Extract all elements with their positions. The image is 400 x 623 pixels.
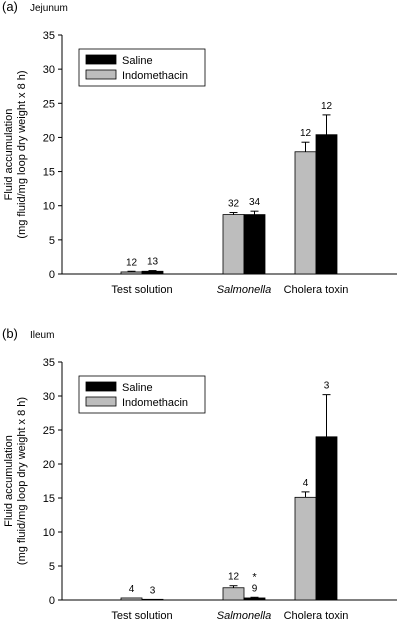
x-tick-label: Salmonella: [217, 284, 271, 296]
y-tick-label: 15: [43, 493, 55, 505]
y-tick-label: 15: [43, 167, 55, 179]
legend-swatch-saline: [85, 381, 117, 392]
x-tick-label: Salmonella: [217, 610, 271, 622]
legend-swatch-indomethacin: [85, 69, 117, 80]
y-tick-label: 0: [49, 595, 55, 607]
bar-indomethacin: [294, 151, 317, 275]
bar-saline: [141, 598, 164, 601]
bar-saline: [315, 134, 338, 275]
y-tick-label: 30: [43, 391, 55, 403]
y-tick-label: 25: [43, 425, 55, 437]
x-tick-label: Cholera toxin: [284, 284, 349, 296]
legend-swatch-saline: [85, 54, 117, 65]
sample-size-label: 13: [147, 257, 159, 268]
y-tick-label: 35: [43, 357, 55, 369]
panel-label: (b): [2, 326, 18, 341]
significance-marker: *: [252, 571, 257, 583]
panel-label: (a): [2, 0, 18, 14]
chart-panel-b: (b) Ileum 0 5 10 15 20 25 30 35 Fluid accumulation…: [2, 326, 397, 622]
panel-title: Ileum: [30, 330, 54, 341]
y-tick-label: 30: [43, 64, 55, 76]
x-tick-label: Test solution: [111, 610, 172, 622]
y-tick-label: 25: [43, 98, 55, 110]
x-tick-label: Test solution: [111, 284, 172, 296]
bar-saline: [243, 214, 266, 275]
x-tick-label: Cholera toxin: [284, 610, 349, 622]
sample-size-label: 12: [300, 128, 312, 139]
y-tick-label: 20: [43, 459, 55, 471]
bar-saline: [315, 436, 338, 601]
y-axis-title-line2: (mg fluid/mg loop dry weight x 8 h): [16, 397, 28, 565]
legend-label-indomethacin: Indomethacin: [122, 70, 188, 82]
sample-size-label: 12: [321, 101, 333, 112]
y-axis-title-line2: (mg fluid/mg loop dry weight x 8 h): [16, 70, 28, 238]
sample-size-label: 4: [129, 584, 135, 595]
bar-indomethacin: [222, 214, 245, 275]
sample-size-label: 32: [228, 199, 240, 210]
y-tick-label: 5: [49, 235, 55, 247]
bar-indomethacin: [120, 271, 143, 275]
y-tick-label: 35: [43, 30, 55, 42]
y-axis-title-line1: Fluid accumulation: [3, 435, 15, 527]
y-tick-label: 10: [43, 201, 55, 213]
sample-size-label: 34: [249, 197, 261, 208]
sample-size-label: 9: [252, 583, 258, 594]
bar-indomethacin: [294, 496, 317, 601]
legend-label-indomethacin: Indomethacin: [122, 397, 188, 409]
legend-box: [78, 48, 206, 87]
y-tick-label: 10: [43, 527, 55, 539]
sample-size-label: 12: [228, 572, 240, 583]
chart-panel-a: (a) Jejunum 0 5 10 15 20 25 30 35 Fluid accumulati…: [2, 0, 397, 296]
panel-title: Jejunum: [30, 3, 68, 14]
y-axis-title-line1: Fluid accumulation: [3, 109, 15, 201]
legend-label-saline: Saline: [122, 55, 153, 67]
bar-saline: [141, 270, 164, 275]
sample-size-label: 4: [303, 478, 309, 489]
y-tick-label: 5: [49, 561, 55, 573]
y-tick-label: 20: [43, 132, 55, 144]
legend-label-saline: Saline: [122, 382, 153, 394]
legend-swatch-indomethacin: [85, 396, 117, 407]
bar-indomethacin: [222, 587, 245, 601]
sample-size-label: 3: [324, 381, 330, 392]
bar-saline: [243, 597, 266, 601]
y-tick-label: 0: [49, 269, 55, 281]
bar-indomethacin: [120, 597, 143, 601]
sample-size-label: 3: [150, 585, 156, 596]
sample-size-label: 12: [126, 257, 138, 268]
